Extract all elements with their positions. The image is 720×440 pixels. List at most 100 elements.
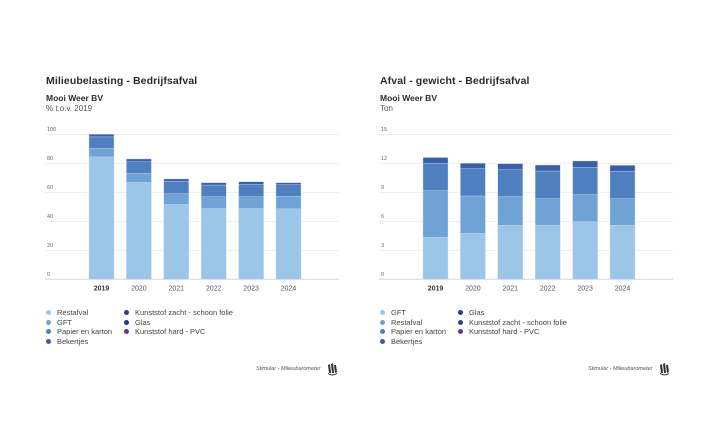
- legend-label: GFT: [57, 317, 72, 327]
- bar-segment-papier-en-karton[interactable]: [126, 161, 152, 174]
- y-tick-label: 20: [47, 243, 53, 249]
- y-tick-label: 12: [381, 156, 387, 162]
- bar-segment-restafval[interactable]: [534, 198, 561, 226]
- chart-footer: Stimular - Milieubarometer: [588, 362, 670, 376]
- legend-item-kunststof-zacht-schoon-folie[interactable]: Kunststof zacht - schoon folie: [124, 308, 233, 318]
- bar-segment-restafval[interactable]: [275, 208, 302, 280]
- legend-swatch-icon: [458, 329, 463, 335]
- y-tick-label: 60: [47, 185, 53, 191]
- legend-item-glas[interactable]: Glas: [124, 318, 233, 328]
- bar-stack-2020[interactable]: [126, 158, 152, 280]
- legend-swatch-icon: [380, 338, 385, 344]
- bar-segment-papier-en-karton[interactable]: [238, 184, 264, 197]
- bar-segment-restafval[interactable]: [572, 194, 598, 222]
- y-tick-label: 15: [381, 127, 387, 133]
- bar-segment-papier-en-karton[interactable]: [534, 170, 561, 199]
- bar-segment-restafval[interactable]: [88, 156, 115, 280]
- bar-segment-bekertjes[interactable]: [572, 160, 598, 168]
- legend-label: Kunststof hard - PVC: [135, 327, 206, 337]
- bar-stack-2019[interactable]: [422, 157, 449, 280]
- bar-stack-2024[interactable]: [275, 182, 302, 280]
- bar-segment-papier-en-karton[interactable]: [572, 167, 598, 195]
- bar-segment-bekertjes[interactable]: [126, 158, 152, 162]
- bar-segment-bekertjes[interactable]: [275, 182, 302, 185]
- legend-item-restafval[interactable]: Restafval: [380, 318, 446, 328]
- bar-segment-papier-en-karton[interactable]: [460, 168, 486, 197]
- legend-item-bekertjes[interactable]: Bekertjes: [46, 337, 112, 347]
- bar-segment-gft[interactable]: [88, 148, 115, 158]
- stacked-bar-chart-milieubelasting: 0 20 40 60 80 100 2019 2020 2021 2022 2023 2024: [45, 127, 339, 292]
- legend-swatch-icon: [46, 310, 51, 316]
- legend-swatch-icon: [46, 329, 51, 335]
- bar-segment-bekertjes[interactable]: [88, 134, 115, 138]
- bar-segment-gft[interactable]: [497, 225, 524, 280]
- bar-stack-2023[interactable]: [572, 160, 598, 280]
- bar-segment-restafval[interactable]: [609, 198, 636, 226]
- x-tick-label: 2024: [281, 285, 297, 292]
- bar-segment-papier-en-karton[interactable]: [275, 184, 302, 197]
- bar-segment-gft[interactable]: [572, 221, 598, 280]
- bar-segment-gft[interactable]: [422, 237, 449, 280]
- bar-segment-papier-en-karton[interactable]: [609, 171, 636, 199]
- legend-label: Kunststof hard - PVC: [469, 327, 540, 337]
- bar-segment-gft[interactable]: [200, 196, 227, 209]
- bar-segment-restafval[interactable]: [460, 195, 486, 234]
- bar-segment-bekertjes[interactable]: [534, 164, 561, 172]
- bar-stack-2023[interactable]: [238, 181, 264, 280]
- bar-segment-restafval[interactable]: [497, 196, 524, 226]
- bar-segment-restafval[interactable]: [126, 182, 152, 280]
- bar-segment-bekertjes[interactable]: [163, 178, 190, 182]
- bar-segment-bekertjes[interactable]: [497, 163, 524, 170]
- bar-segment-bekertjes[interactable]: [200, 182, 227, 186]
- legend-label: Glas: [469, 308, 485, 318]
- x-tick-label: 2022: [206, 285, 222, 292]
- x-tick-label: 2023: [243, 285, 259, 292]
- bar-stack-2021[interactable]: [163, 178, 190, 280]
- bar-segment-bekertjes[interactable]: [238, 181, 264, 185]
- legend-item-glas[interactable]: Glas: [458, 308, 567, 318]
- bar-segment-gft[interactable]: [238, 196, 264, 209]
- legend-item-kunststof-zacht-schoon-folie[interactable]: Kunststof zacht - schoon folie: [458, 318, 567, 328]
- legend-item-gft[interactable]: GFT: [380, 308, 446, 318]
- bar-segment-restafval[interactable]: [200, 208, 227, 280]
- legend-item-gft[interactable]: GFT: [46, 318, 112, 328]
- legend-label: Kunststof zacht - schoon folie: [135, 308, 233, 318]
- legend-swatch-icon: [458, 319, 463, 325]
- legend-swatch-icon: [124, 319, 129, 325]
- legend-item-restafval[interactable]: Restafval: [46, 308, 112, 318]
- footer-source-text: Stimular - Milieubarometer: [256, 366, 321, 372]
- bar-segment-papier-en-karton[interactable]: [163, 181, 190, 194]
- bar-stack-2019[interactable]: [88, 134, 115, 280]
- bar-stack-2022[interactable]: [534, 164, 561, 280]
- bar-segment-gft[interactable]: [460, 233, 486, 280]
- bar-segment-gft[interactable]: [163, 193, 190, 205]
- bar-segment-papier-en-karton[interactable]: [200, 184, 227, 197]
- bar-segment-bekertjes[interactable]: [609, 165, 636, 172]
- bar-segment-restafval[interactable]: [238, 208, 264, 280]
- legend-swatch-icon: [380, 319, 385, 325]
- bar-segment-bekertjes[interactable]: [422, 157, 449, 164]
- bar-segment-gft[interactable]: [275, 196, 302, 210]
- legend-item-kunststof-hard-pvc[interactable]: Kunststof hard - PVC: [458, 327, 567, 337]
- bar-segment-restafval[interactable]: [422, 190, 449, 238]
- chart-footer: Stimular - Milieubarometer: [256, 362, 338, 376]
- x-tick-label: 2020: [465, 285, 481, 292]
- bar-segment-gft[interactable]: [534, 225, 561, 280]
- bar-stack-2021[interactable]: [497, 163, 524, 280]
- bar-segment-gft[interactable]: [126, 173, 152, 183]
- bar-segment-bekertjes[interactable]: [460, 163, 486, 169]
- bar-stack-2024[interactable]: [609, 165, 636, 280]
- legend-item-papier-en-karton[interactable]: Papier en karton: [46, 327, 112, 337]
- bar-segment-papier-en-karton[interactable]: [88, 136, 115, 149]
- bar-stack-2022[interactable]: [200, 182, 227, 280]
- legend-item-papier-en-karton[interactable]: Papier en karton: [380, 327, 446, 337]
- bar-stack-2020[interactable]: [460, 163, 486, 280]
- bar-segment-gft[interactable]: [609, 225, 636, 280]
- bar-segment-restafval[interactable]: [163, 204, 190, 280]
- bar-segment-papier-en-karton[interactable]: [422, 163, 449, 191]
- bar-segment-papier-en-karton[interactable]: [497, 169, 524, 197]
- legend-label: Kunststof zacht - schoon folie: [469, 317, 567, 327]
- legend-label: Bekertjes: [57, 336, 89, 346]
- legend-item-kunststof-hard-pvc[interactable]: Kunststof hard - PVC: [124, 327, 233, 337]
- legend-item-bekertjes[interactable]: Bekertjes: [380, 337, 446, 347]
